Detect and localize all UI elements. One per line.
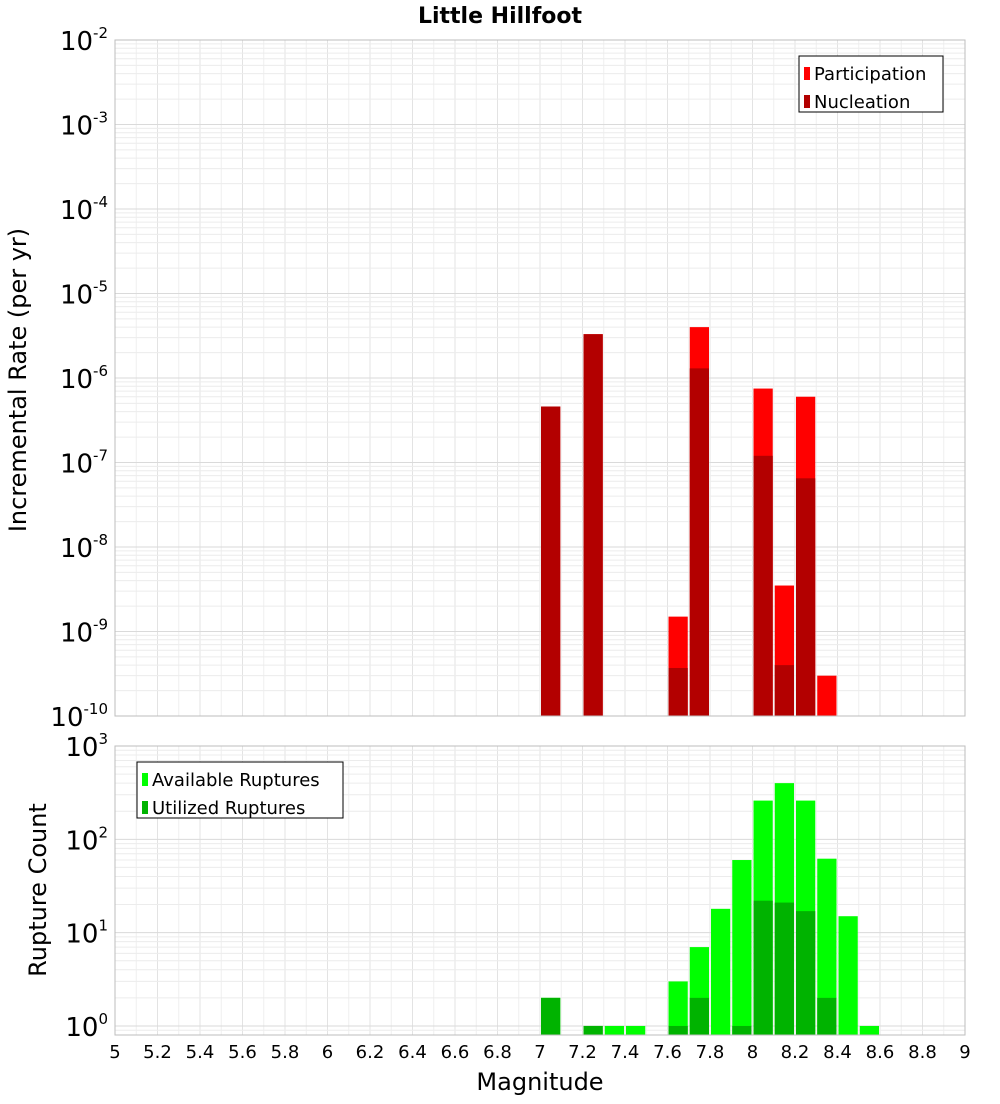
top-y-tick-label: 10-6: [60, 362, 108, 395]
top-bar: [753, 455, 773, 716]
bottom-legend-swatch: [142, 773, 148, 786]
x-tick-label: 7.6: [653, 1042, 682, 1063]
bottom-bar: [604, 1025, 624, 1035]
bottom-legend-label: Available Ruptures: [152, 770, 320, 791]
top-bar: [796, 478, 816, 716]
bottom-y-tick-label: 100: [65, 1010, 108, 1043]
bottom-plot-frame: [114, 745, 966, 1036]
x-tick-label: 8.6: [866, 1042, 895, 1063]
bottom-legend-box: [136, 761, 344, 819]
bottom-series-1: [541, 900, 837, 1035]
top-bar: [817, 675, 837, 716]
x-tick-label: 6.4: [398, 1042, 427, 1063]
x-tick-label: 8.4: [823, 1042, 852, 1063]
top-series-1: [541, 334, 816, 716]
bottom-y-tick-label: 103: [65, 730, 108, 763]
bottom-legend: Available Ruptures Utilized Ruptures: [136, 761, 344, 819]
bottom-panel: 103 102 101 100 Available Ruptures Utilized R…: [65, 730, 966, 1043]
x-tick-label: 8: [747, 1042, 758, 1063]
top-y-axis-label: Incremental Rate (per yr): [4, 228, 32, 532]
top-y-tick-label: 10-3: [60, 109, 108, 142]
top-grid: [114, 39, 966, 717]
x-tick-label: 7.8: [696, 1042, 725, 1063]
x-tick-label: 7: [534, 1042, 545, 1063]
bottom-bar: [689, 997, 709, 1035]
bottom-bar: [732, 860, 752, 1035]
top-panel: 10-2 10-3 10-4 10-5 10-6 10-7 10-8 10-9 10-10 Par…: [50, 24, 966, 733]
top-y-tick-label: 10-10: [50, 700, 108, 733]
top-bar: [774, 665, 794, 716]
x-tick-label: 7.2: [568, 1042, 597, 1063]
top-legend-swatch: [804, 67, 810, 80]
x-tick-label: 5.6: [228, 1042, 257, 1063]
bottom-y-axis-label: Rupture Count: [24, 803, 52, 977]
bottom-bar: [817, 858, 837, 1035]
top-bar: [541, 406, 561, 716]
bottom-bar: [817, 997, 837, 1035]
top-legend-label: Nucleation: [814, 92, 910, 113]
bottom-bar: [668, 1025, 688, 1035]
bottom-bar: [732, 1025, 752, 1035]
x-tick-label: 5.4: [186, 1042, 215, 1063]
x-tick-label: 6.2: [356, 1042, 385, 1063]
bottom-legend-label: Utilized Ruptures: [152, 798, 305, 819]
bottom-bar: [668, 981, 688, 1035]
top-legend-label: Participation: [814, 64, 926, 85]
x-tick-label: 8.2: [781, 1042, 810, 1063]
top-legend: Participation Nucleation: [798, 55, 944, 113]
x-tick-label: 5.2: [143, 1042, 172, 1063]
x-tick-label: 7.4: [611, 1042, 640, 1063]
bottom-bar: [711, 908, 731, 1035]
top-bar: [689, 368, 709, 716]
top-y-tick-label: 10-9: [60, 616, 108, 649]
top-legend-swatch: [804, 95, 810, 108]
bottom-bar: [774, 902, 794, 1035]
bottom-bar: [859, 1025, 879, 1035]
x-tick-label: 6: [322, 1042, 333, 1063]
top-y-tick-label: 10-7: [60, 447, 108, 480]
x-tick-label: 6.8: [483, 1042, 512, 1063]
chart-title: Little Hillfoot: [418, 4, 583, 29]
x-tick-label: 9: [959, 1042, 970, 1063]
x-axis-ticks: 5 5.2 5.4 5.6 5.8 6 6.2 6.4 6.6 6.8 7 7.2 7.4 7.6 7.8 8…: [109, 1042, 970, 1063]
x-tick-label: 6.6: [441, 1042, 470, 1063]
top-y-tick-label: 10-8: [60, 531, 108, 564]
x-axis-label: Magnitude: [476, 1068, 603, 1096]
top-bar: [583, 334, 603, 716]
top-plot-frame: [114, 39, 966, 717]
bottom-y-tick-label: 101: [65, 917, 108, 950]
bottom-bar: [796, 911, 816, 1035]
bottom-bar: [838, 916, 858, 1035]
bottom-bar: [626, 1025, 646, 1035]
bottom-y-tick-label: 102: [65, 823, 108, 856]
x-tick-label: 5.8: [271, 1042, 300, 1063]
top-y-tick-label: 10-4: [60, 193, 108, 226]
top-y-tick-label: 10-5: [60, 278, 108, 311]
top-y-tick-label: 10-2: [60, 24, 108, 57]
bottom-bar: [753, 900, 773, 1035]
top-bar: [668, 667, 688, 716]
bottom-bar: [541, 997, 561, 1035]
bottom-legend-swatch: [142, 801, 148, 814]
bottom-bar: [583, 1025, 603, 1035]
x-tick-label: 5: [109, 1042, 120, 1063]
top-legend-box: [798, 55, 944, 113]
x-tick-label: 8.8: [908, 1042, 937, 1063]
